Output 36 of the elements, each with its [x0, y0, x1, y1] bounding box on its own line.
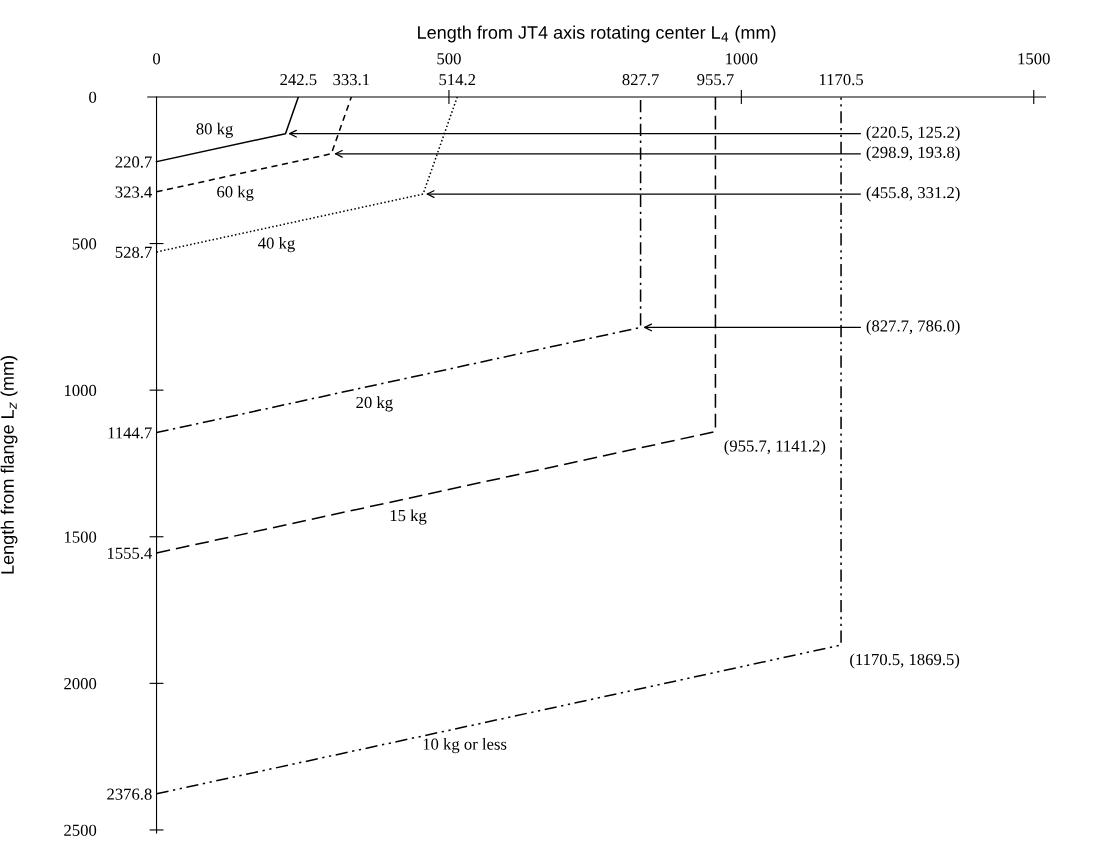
y-axis-title: Length from flange L$_{z}$ (mm)	[0, 356, 18, 574]
y-tick-label: 500	[72, 238, 97, 250]
x-axis-title: Length from JT4 axis rotating center L$_{4}$ (mm)	[418, 25, 776, 43]
series-label: 20 kg	[356, 396, 393, 412]
x2-tick-label: 955.7	[697, 74, 734, 86]
annotation: (220.5, 125.2)	[866, 126, 960, 142]
x-tick-label: 1000	[726, 53, 758, 65]
y-tick-label: 2500	[64, 824, 97, 836]
x-tick-label: 1500	[1018, 53, 1050, 65]
annotation: (827.7, 786.0)	[866, 319, 960, 335]
y2-tick-label: 323.4	[115, 186, 153, 198]
annotation: (298.9, 193.8)	[866, 146, 960, 162]
y2-tick-label: 2376.8	[107, 788, 152, 800]
series-label: 60 kg	[217, 185, 254, 201]
y2-tick-label: 1144.7	[108, 427, 152, 439]
y2-tick-label: 1555.4	[107, 547, 153, 560]
x2-tick-label: 242.5	[280, 74, 317, 86]
x-tick-label: 500	[437, 53, 461, 65]
annotation: (455.8, 331.2)	[866, 186, 960, 202]
series-label: 40 kg	[258, 237, 295, 253]
y-tick-label: 1500	[64, 531, 97, 543]
series-label: 10 kg or less	[423, 738, 507, 754]
y-tick-label: 2000	[64, 678, 97, 690]
series-label: 80 kg	[196, 122, 233, 138]
x-tick-label: 0	[153, 53, 161, 65]
x2-tick-label: 333.1	[333, 74, 370, 86]
y-tick-label: 0	[89, 91, 97, 103]
annotation: (1170.5, 1869.5)	[850, 653, 960, 669]
y2-tick-label: 528.7	[115, 246, 152, 258]
x2-tick-label: 1170.5	[819, 73, 864, 86]
annotation: (955.7, 1141.2)	[724, 439, 826, 455]
x2-tick-label: 827.7	[622, 73, 659, 86]
y-tick-label: 1000	[64, 384, 97, 397]
y2-tick-label: 220.7	[115, 156, 152, 168]
x2-tick-label: 514.2	[439, 74, 476, 86]
series-label: 15 kg	[390, 509, 427, 525]
